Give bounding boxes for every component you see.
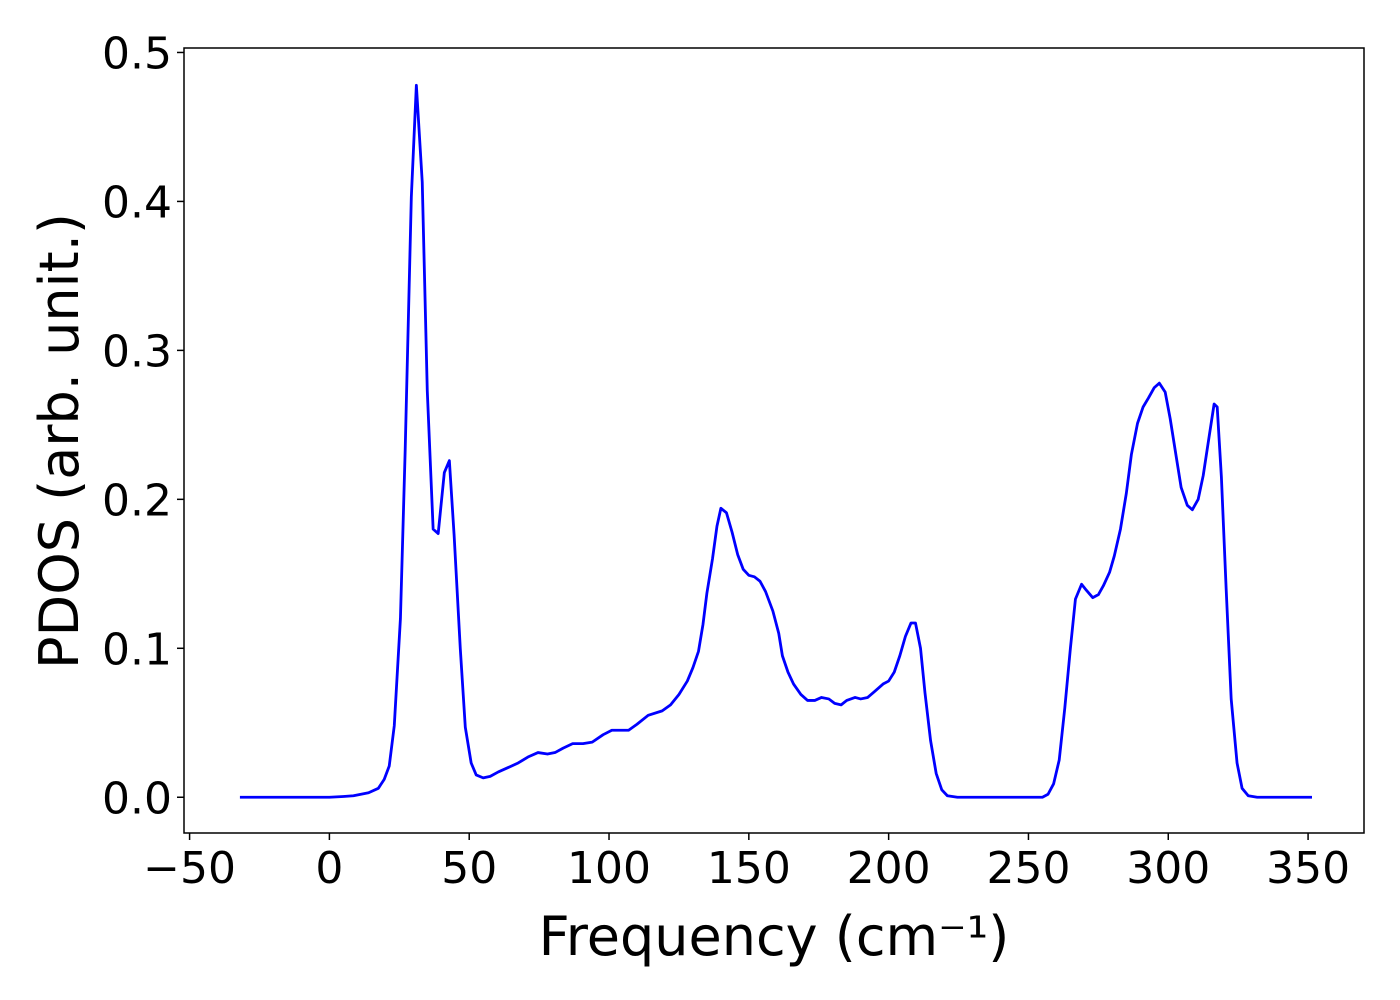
y-axis-label: PDOS (arb. unit.): [28, 213, 91, 669]
x-tick-label: −50: [143, 843, 236, 894]
y-tick-label: 0.0: [102, 773, 172, 824]
x-tick-label: 250: [986, 843, 1070, 894]
x-tick-label: 350: [1266, 843, 1350, 894]
x-tick-label: 50: [441, 843, 497, 894]
x-tick-label: 100: [567, 843, 651, 894]
x-tick-label: 300: [1126, 843, 1210, 894]
y-tick-label: 0.5: [102, 28, 172, 79]
y-tick-label: 0.1: [102, 624, 172, 675]
x-axis-label: Frequency (cm⁻¹): [539, 905, 1010, 968]
x-tick-label: 0: [315, 843, 343, 894]
line-series: [239, 83, 1312, 799]
y-tick-label: 0.2: [102, 475, 172, 526]
plot-frame: [183, 47, 1365, 834]
x-tick-label: 150: [707, 843, 791, 894]
x-tick-label: 200: [847, 843, 931, 894]
y-tick-label: 0.4: [102, 177, 172, 228]
y-tick-label: 0.3: [102, 326, 172, 377]
